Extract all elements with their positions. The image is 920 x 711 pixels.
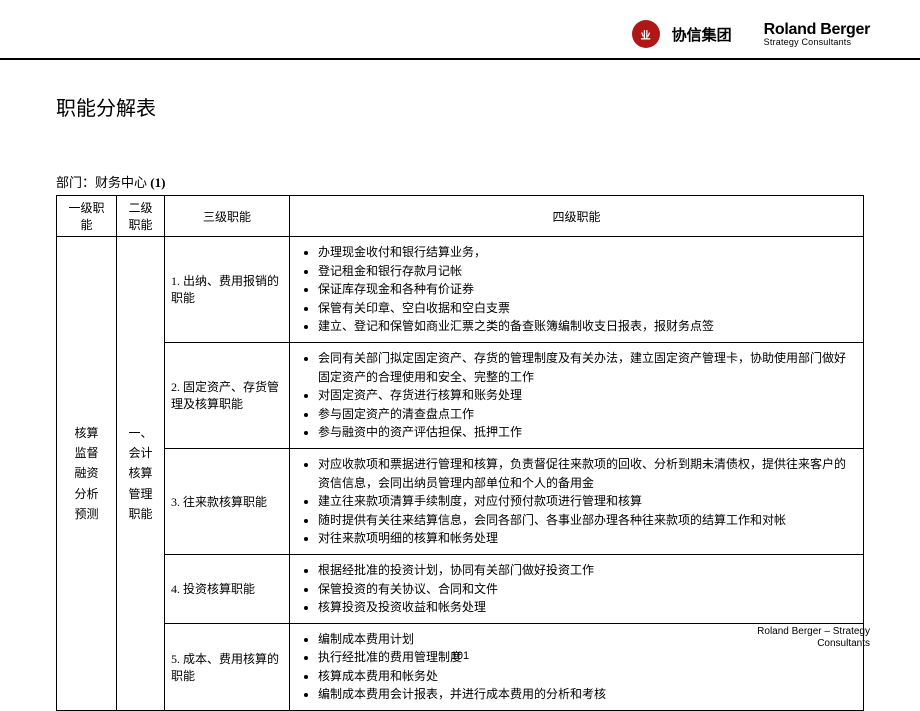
cell-level3: 3. 往来款核算职能 [165,448,290,554]
cell-level1: 核算监督融资分析预测 [57,237,117,711]
header: 业 协信集团 Roland Berger Strategy Consultant… [632,20,870,48]
rb-block: Roland Berger Strategy Consultants [764,22,870,47]
page-number: 101 [0,650,920,662]
level4-item: 参与融资中的资产评估担保、抵押工作 [318,423,857,442]
rb-subtitle: Strategy Consultants [764,38,870,47]
level4-list: 办理现金收付和银行结算业务，登记租金和银行存款月记帐保证库存现金和各种有价证券保… [296,243,857,336]
cell-level4: 对应收款项和票据进行管理和核算，负责督促往来款项的回收、分析到期未清债权，提供往… [290,448,864,554]
level4-list: 根据经批准的投资计划，协同有关部门做好投资工作保管投资的有关协议、合同和文件核算… [296,561,857,617]
level4-list: 对应收款项和票据进行管理和核算，负责督促往来款项的回收、分析到期未清债权，提供往… [296,455,857,548]
cell-level3: 4. 投资核算职能 [165,554,290,623]
table-row: 3. 往来款核算职能对应收款项和票据进行管理和核算，负责督促往来款项的回收、分析… [57,448,864,554]
level4-item: 根据经批准的投资计划，协同有关部门做好投资工作 [318,561,857,580]
cell-level4: 根据经批准的投资计划，协同有关部门做好投资工作保管投资的有关协议、合同和文件核算… [290,554,864,623]
level4-item: 建立往来款项清算手续制度，对应付预付款项进行管理和核算 [318,492,857,511]
level4-item: 对应收款项和票据进行管理和核算，负责督促往来款项的回收、分析到期未清债权，提供往… [318,455,857,492]
level4-item: 编制成本费用会计报表，并进行成本费用的分析和考核 [318,685,857,704]
level4-list: 会同有关部门拟定固定资产、存货的管理制度及有关办法，建立固定资产管理卡，协助使用… [296,349,857,442]
level4-item: 随时提供有关往来结算信息，会同各部门、各事业部办理各种往来款项的结算工作和对帐 [318,511,857,530]
function-table: 一级职能 二级职能 三级职能 四级职能 核算监督融资分析预测一、会计核算管理职能… [56,195,864,711]
level4-item: 核算投资及投资收益和帐务处理 [318,598,857,617]
dept-text: 部门：财务中心 [56,175,150,190]
table-row: 核算监督融资分析预测一、会计核算管理职能1. 出纳、费用报销的职能办理现金收付和… [57,237,864,343]
level4-item: 建立、登记和保管如商业汇票之类的备查账簿编制收支日报表，报财务点签 [318,317,857,336]
department-label: 部门：财务中心 (1) [56,172,165,191]
level4-item: 保管投资的有关协议、合同和文件 [318,580,857,599]
level1-text: 核算监督融资分析预测 [74,423,98,525]
cell-level3: 2. 固定资产、存货管理及核算职能 [165,342,290,448]
table-row: 5. 成本、费用核算的职能编制成本费用计划执行经批准的费用管理制度核算成本费用和… [57,623,864,710]
level4-item: 对固定资产、存货进行核算和账务处理 [318,386,857,405]
footer-line1: Roland Berger – Strategy [757,626,870,638]
level4-item: 办理现金收付和银行结算业务， [318,243,857,262]
page-title: 职能分解表 [56,92,156,121]
th-level1: 一级职能 [57,196,117,237]
th-level3: 三级职能 [165,196,290,237]
level4-item: 会同有关部门拟定固定资产、存货的管理制度及有关办法，建立固定资产管理卡，协助使用… [318,349,857,386]
level4-item: 对往来款项明细的核算和帐务处理 [318,529,857,548]
cell-level3: 5. 成本、费用核算的职能 [165,623,290,710]
header-divider [0,58,920,60]
cell-level4: 办理现金收付和银行结算业务，登记租金和银行存款月记帐保证库存现金和各种有价证券保… [290,237,864,343]
group-name: 协信集团 [672,24,732,45]
level4-item: 登记租金和银行存款月记帐 [318,262,857,281]
th-level2: 二级职能 [117,196,165,237]
level4-item: 保管有关印章、空白收据和空白支票 [318,299,857,318]
dept-num: (1) [150,175,165,190]
cell-level4: 会同有关部门拟定固定资产、存货的管理制度及有关办法，建立固定资产管理卡，协助使用… [290,342,864,448]
level2-text: 一、会计核算管理职能 [128,423,152,525]
level4-item: 参与固定资产的清查盘点工作 [318,405,857,424]
logo-glyph: 业 [641,27,651,42]
footer-right: Roland Berger – Strategy Consultants [757,626,870,650]
table-row: 2. 固定资产、存货管理及核算职能会同有关部门拟定固定资产、存货的管理制度及有关… [57,342,864,448]
th-level4: 四级职能 [290,196,864,237]
table-row: 4. 投资核算职能根据经批准的投资计划，协同有关部门做好投资工作保管投资的有关协… [57,554,864,623]
cell-level3: 1. 出纳、费用报销的职能 [165,237,290,343]
table-header-row: 一级职能 二级职能 三级职能 四级职能 [57,196,864,237]
level4-item: 核算成本费用和帐务处 [318,667,857,686]
level4-item: 保证库存现金和各种有价证券 [318,280,857,299]
rb-name: Roland Berger [764,22,870,38]
table-body: 核算监督融资分析预测一、会计核算管理职能1. 出纳、费用报销的职能办理现金收付和… [57,237,864,711]
group-logo-icon: 业 [632,20,660,48]
footer-line2: Consultants [757,638,870,650]
cell-level2: 一、会计核算管理职能 [117,237,165,711]
